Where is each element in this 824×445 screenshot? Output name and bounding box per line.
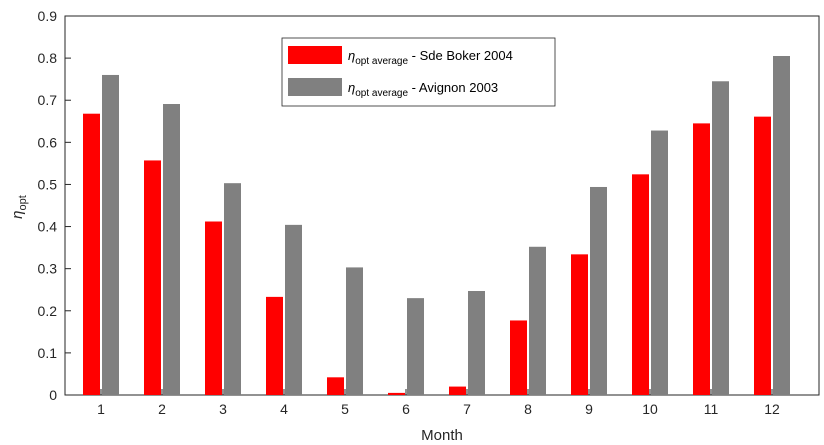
- y-tick-label: 0.9: [38, 8, 58, 24]
- bar-sde-boker-month-2: [144, 160, 161, 395]
- bar-sde-boker-month-7: [449, 386, 466, 395]
- y-tick-label: 0.4: [38, 219, 58, 235]
- y-tick-label: 0.1: [38, 345, 58, 361]
- bar-sde-boker-month-12: [754, 116, 771, 395]
- bar-avignon-month-4: [285, 224, 302, 395]
- legend-entry-sde-boker: ηopt average - Sde Boker 2004: [348, 48, 513, 67]
- x-tick-label: 9: [585, 401, 593, 417]
- bar-avignon-month-2: [163, 104, 180, 396]
- legend-swatch-sde-boker: [288, 46, 342, 64]
- bar-sde-boker-month-11: [693, 123, 710, 395]
- y-tick-label: 0.6: [38, 134, 58, 150]
- bar-avignon-month-9: [590, 186, 607, 395]
- x-tick-label: 6: [402, 401, 410, 417]
- svg-text:ηopt: ηopt: [9, 195, 29, 219]
- legend: ηopt average - Sde Boker 2004 ηopt avera…: [281, 37, 556, 107]
- x-tick-label: 11: [704, 401, 719, 417]
- x-tick-label: 2: [158, 401, 166, 417]
- x-tick-label: 4: [280, 401, 288, 417]
- bar-avignon-month-6: [407, 298, 424, 395]
- x-tick-label: 7: [463, 401, 471, 417]
- bar-avignon-month-1: [102, 74, 119, 395]
- y-axis-title-subscript: opt: [17, 195, 29, 210]
- x-ticks-group: 1 2 3 4 5 6 7 8 9 10 11 12: [97, 389, 780, 417]
- bar-avignon-month-7: [468, 290, 485, 395]
- bar-avignon-month-8: [529, 246, 546, 395]
- bar-sde-boker-month-1: [83, 113, 100, 395]
- bar-avignon-month-10: [651, 130, 668, 395]
- x-tick-label: 5: [341, 401, 349, 417]
- bar-sde-boker-month-6: [388, 392, 405, 395]
- bar-sde-boker-month-10: [632, 174, 649, 395]
- bar-avignon-month-11: [712, 81, 729, 396]
- y-tick-label: 0.3: [38, 261, 58, 277]
- bars-group: [83, 56, 790, 396]
- y-tick-label: 0.2: [38, 303, 58, 319]
- y-axis-title-symbol: η: [9, 210, 26, 218]
- bar-sde-boker-month-4: [266, 296, 283, 395]
- bar-sde-boker-month-9: [571, 254, 588, 395]
- x-axis-title: Month: [421, 427, 463, 444]
- y-tick-label: 0.5: [38, 176, 58, 192]
- x-tick-label: 8: [524, 401, 532, 417]
- y-tick-label: 0: [49, 387, 57, 403]
- bar-avignon-month-12: [773, 56, 790, 395]
- bar-sde-boker-month-5: [327, 377, 344, 395]
- x-tick-label: 12: [764, 401, 780, 417]
- legend-swatch-avignon: [288, 78, 342, 96]
- legend-entry-avignon: ηopt average - Avignon 2003: [348, 80, 498, 99]
- y-ticks-group: 0 0.1 0.2 0.3 0.4 0.5 0.6 0.7 0.8 0.9: [38, 8, 71, 403]
- bar-avignon-month-5: [346, 267, 363, 395]
- y-tick-label: 0.8: [38, 50, 58, 66]
- x-tick-label: 10: [642, 401, 658, 417]
- bar-sde-boker-month-3: [205, 221, 222, 395]
- bar-sde-boker-month-8: [510, 320, 527, 395]
- y-tick-label: 0.7: [38, 92, 58, 108]
- bar-avignon-month-3: [224, 183, 241, 395]
- x-tick-label: 3: [219, 401, 227, 417]
- x-tick-label: 1: [97, 401, 105, 417]
- y-axis-title: ηopt: [9, 195, 29, 219]
